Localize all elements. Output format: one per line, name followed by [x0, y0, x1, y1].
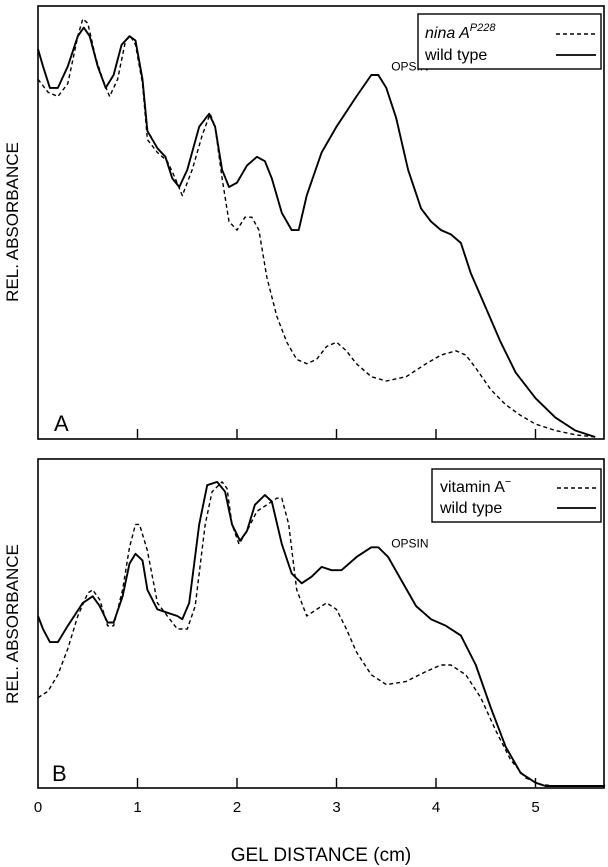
- panel-b-opsin-annotation: OPSIN: [391, 536, 428, 550]
- panel-b-label: B: [52, 761, 67, 786]
- panel-b-legend-dashed-label: vitamin A−: [440, 476, 511, 496]
- panel-a-y-axis-label: REL. ABSORBANCE: [3, 142, 22, 302]
- panel-b-legend: vitamin A− wild type: [431, 468, 602, 523]
- panel-a-series: [37, 18, 596, 438]
- x-tick-label: 3: [332, 799, 340, 816]
- panel-a-x-ticks: [136, 429, 537, 439]
- panel-b-series-dashed: [37, 481, 606, 787]
- panel-a-series-dashed: [37, 18, 596, 438]
- x-tick-label: 5: [531, 799, 539, 816]
- panel-b-legend-box: [431, 468, 602, 523]
- x-tick-label: 1: [133, 799, 141, 816]
- panel-a-label: A: [54, 411, 69, 436]
- panel-b-x-tick-labels: 0 1 2 3 4 5: [34, 799, 540, 816]
- panel-b-y-axis-label: REL. ABSORBANCE: [3, 544, 22, 704]
- panel-a-series-solid: [37, 26, 596, 438]
- panel-b-series-solid: [37, 480, 606, 787]
- panel-a-legend-solid-label: wild type: [424, 47, 487, 64]
- panel-a-legend-dashed-label: nina AP228: [425, 22, 496, 42]
- x-tick-label: 0: [34, 799, 42, 816]
- x-tick-label: 2: [233, 799, 241, 816]
- panel-b-legend-solid-label: wild type: [439, 500, 502, 517]
- panel-a: REL. ABSORBANCE A OPSIN nina AP228 wild …: [3, 5, 605, 440]
- panel-b-series: [37, 480, 606, 787]
- panel-a-legend: nina AP228 wild type: [417, 13, 602, 70]
- panel-b-x-ticks: [136, 778, 537, 788]
- panel-a-frame: [37, 5, 605, 440]
- x-axis-label: GEL DISTANCE (cm): [231, 845, 412, 866]
- panel-b-frame: [37, 458, 605, 789]
- x-tick-label: 4: [432, 799, 440, 816]
- panel-b: REL. ABSORBANCE B OPSIN vitamin A− wild …: [3, 458, 606, 816]
- panel-a-legend-box: [417, 13, 602, 70]
